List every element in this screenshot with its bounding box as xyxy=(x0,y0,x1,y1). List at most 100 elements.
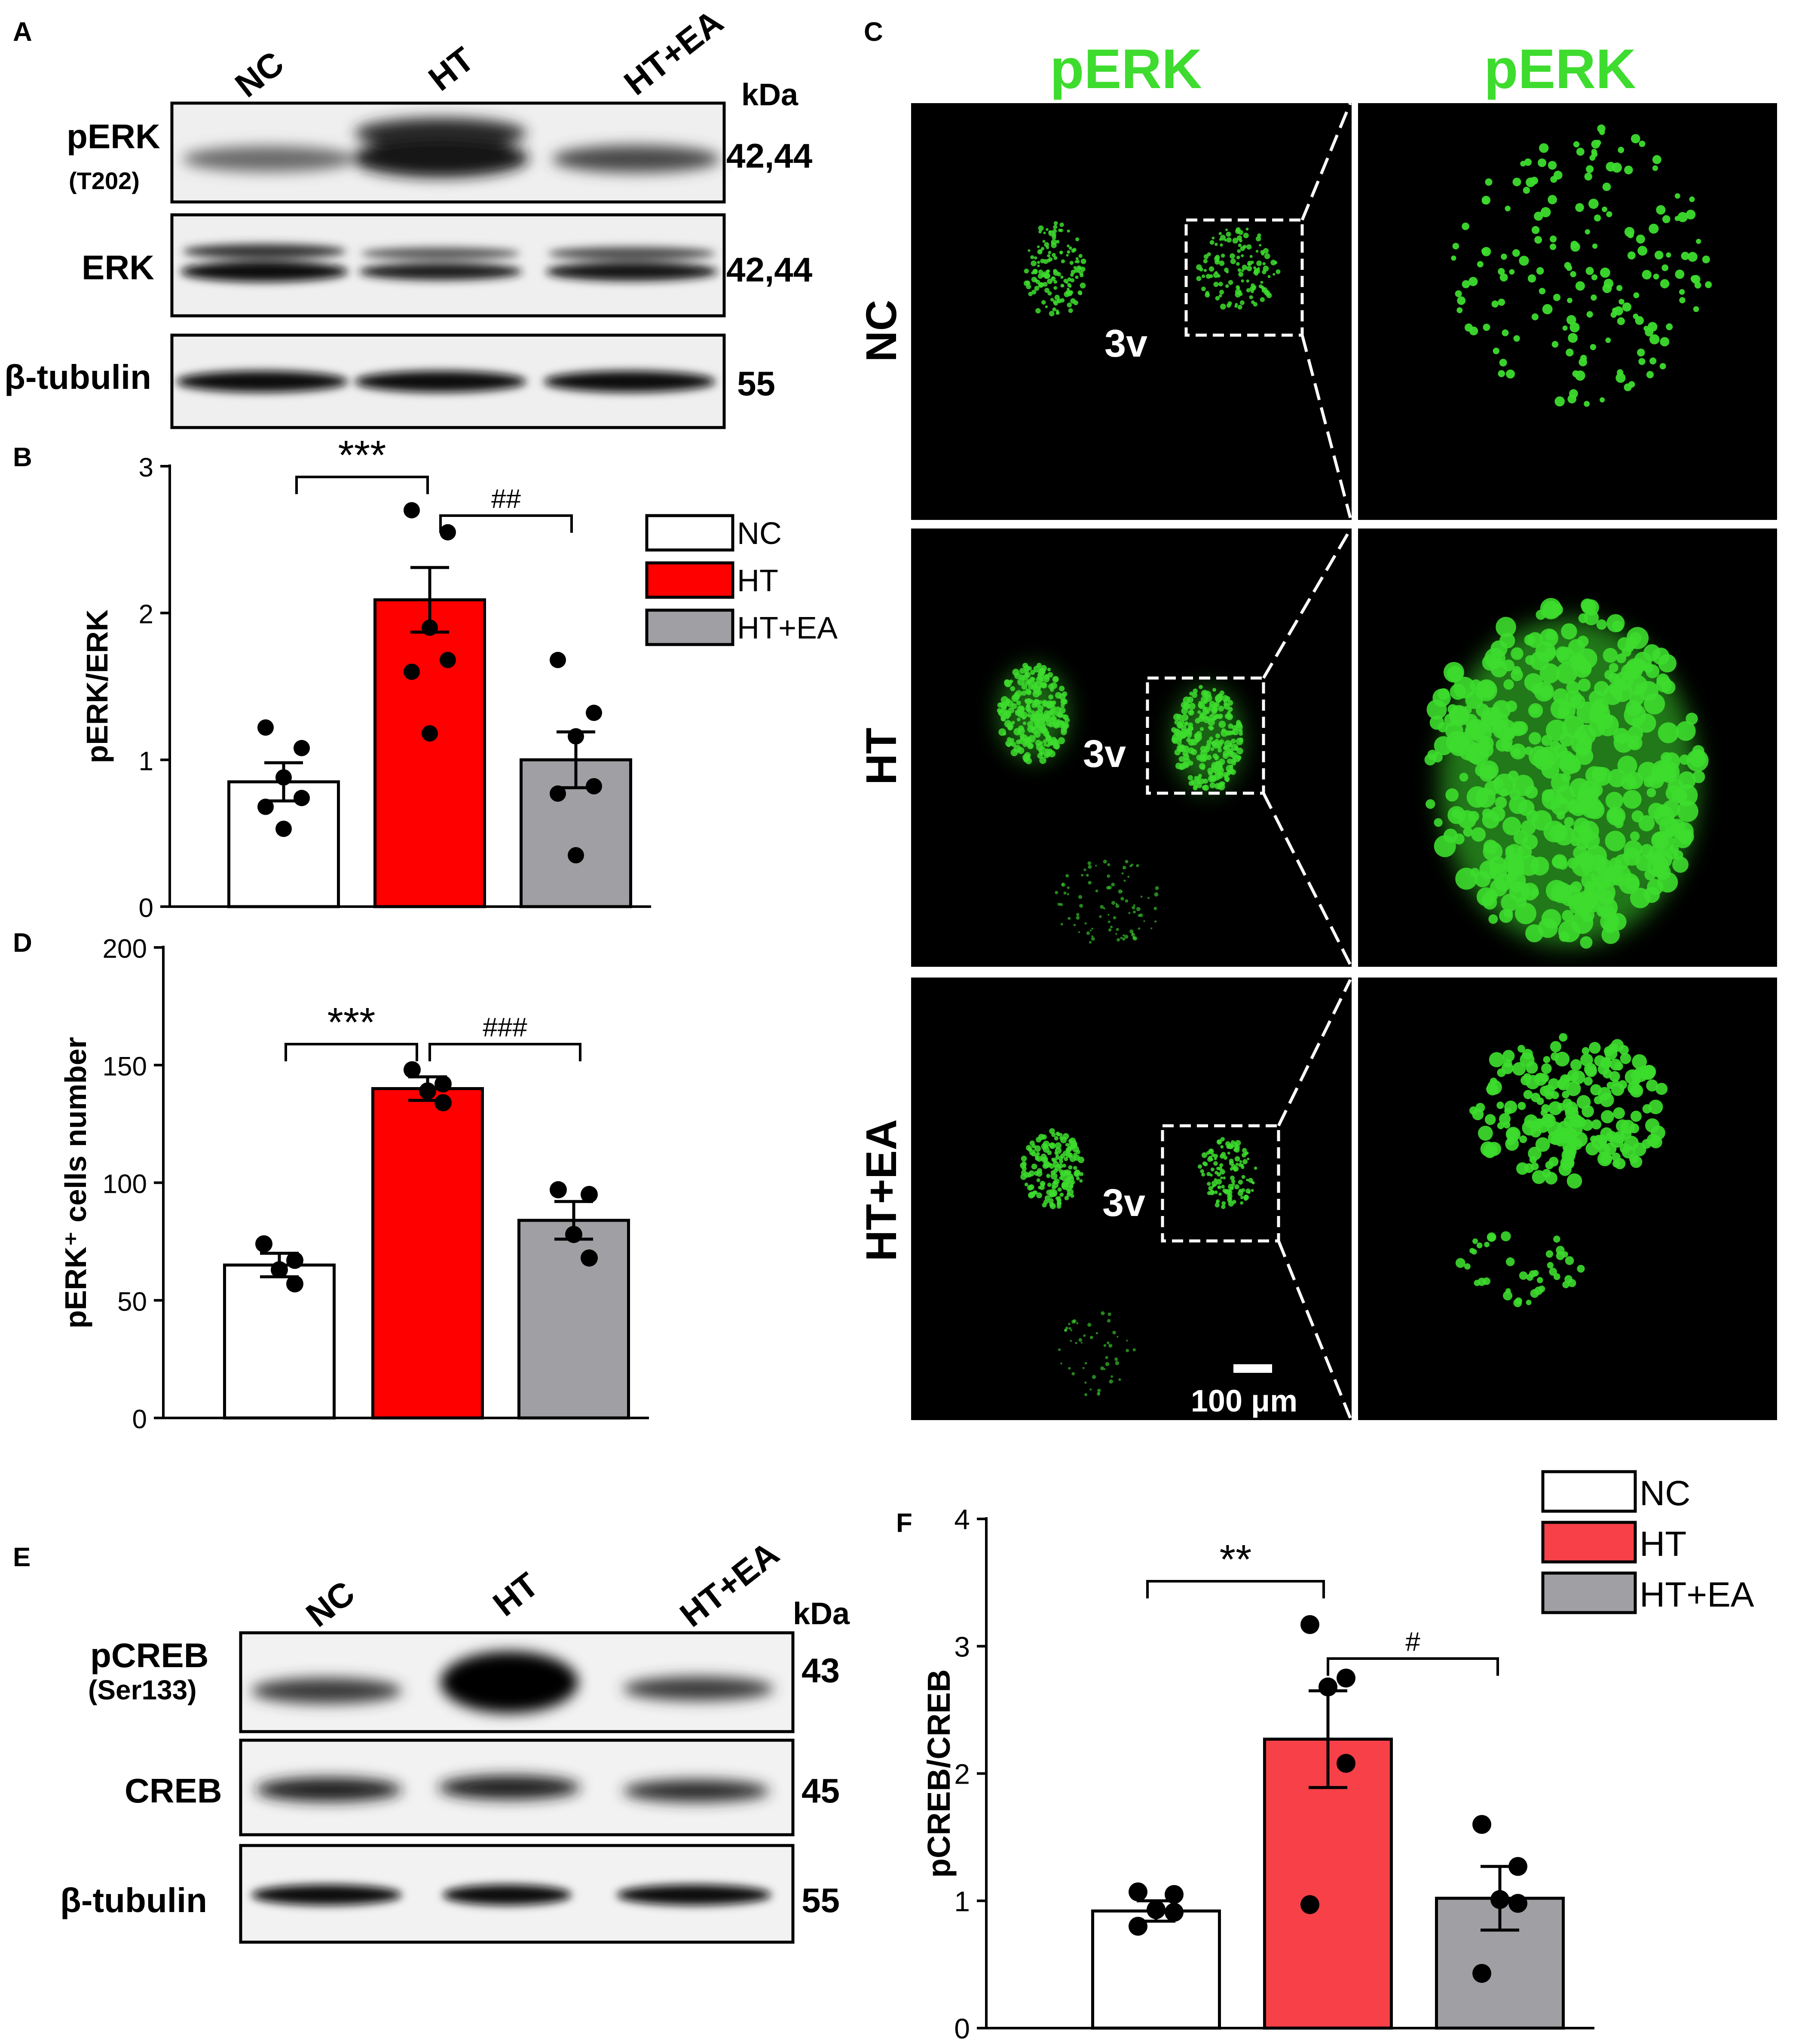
fluor-spot xyxy=(1611,684,1621,694)
fluor-spot xyxy=(1580,936,1593,949)
fluor-spot xyxy=(1630,1110,1642,1122)
fluor-spot xyxy=(1536,267,1544,275)
fluor-spot xyxy=(1584,400,1590,407)
y-tick-label: 2 xyxy=(139,600,153,629)
fluor-spot xyxy=(1503,1291,1513,1301)
fluor-spot xyxy=(1643,886,1660,903)
fluor-spot xyxy=(1042,1202,1047,1207)
fluor-spot xyxy=(1097,1388,1101,1393)
fluor-spot xyxy=(1469,1106,1478,1115)
fluor-spot xyxy=(1241,279,1244,283)
y-tick-label: 1 xyxy=(139,746,153,776)
fluor-spot xyxy=(1569,1114,1583,1128)
fluor-spot xyxy=(1512,774,1534,796)
fluor-spot xyxy=(1103,907,1105,910)
y-tick-label: 3 xyxy=(954,1631,970,1662)
fluor-spot xyxy=(1506,369,1515,379)
fluor-spot xyxy=(1462,280,1470,288)
fluor-spot xyxy=(1259,244,1262,247)
fluor-spot xyxy=(1138,927,1141,930)
fluor-spot xyxy=(1471,827,1486,842)
blot-sublabel-perk: (T202) xyxy=(69,167,140,194)
fluor-spot xyxy=(1078,895,1083,899)
y-axis-label: pERK⁺ cells number xyxy=(59,1037,92,1329)
connector-ht-bottom xyxy=(1262,792,1352,965)
fluor-spot xyxy=(1621,1128,1632,1140)
fluor-spot xyxy=(1036,1137,1042,1143)
fluor-spot xyxy=(1126,1349,1129,1352)
htea-zoom-lower xyxy=(1455,1231,1585,1308)
fluor-spot xyxy=(1656,205,1666,215)
y-tick-label: 0 xyxy=(139,893,153,923)
fluor-spot xyxy=(1058,229,1062,232)
band-nc xyxy=(183,146,355,172)
fluor-spot xyxy=(1635,316,1644,325)
fluor-spot xyxy=(1228,723,1233,729)
fluor-spot xyxy=(1227,301,1232,306)
fluor-spot xyxy=(1262,262,1266,266)
fluor-spot xyxy=(1125,899,1129,903)
fluor-spot xyxy=(1216,693,1223,700)
fluor-spot xyxy=(1042,1158,1046,1163)
fluor-spot xyxy=(1052,676,1059,683)
fluor-spot xyxy=(1580,354,1587,362)
fluor-spot xyxy=(1242,1148,1247,1153)
fluor-spot xyxy=(1079,1172,1084,1176)
fluor-spot xyxy=(1051,705,1056,710)
fluor-spot xyxy=(1616,653,1626,663)
fluor-spot xyxy=(1513,335,1520,342)
nc-zoom-spots xyxy=(1451,124,1712,407)
fluor-spot xyxy=(1538,158,1547,167)
legend-swatch-htea xyxy=(645,608,734,646)
fluor-spot xyxy=(1502,816,1521,836)
fluor-spot xyxy=(1140,895,1143,898)
band-ht-lower xyxy=(359,263,522,280)
fluor-spot xyxy=(1600,397,1605,403)
fluor-spot xyxy=(1434,736,1453,755)
fluor-spot xyxy=(1178,719,1185,726)
fluor-spot xyxy=(1207,1182,1211,1186)
fluor-spot xyxy=(1051,276,1054,279)
fluor-spot xyxy=(1021,1155,1027,1162)
fluor-spot xyxy=(1048,741,1053,746)
fluor-spot xyxy=(1541,761,1560,779)
fluor-spot xyxy=(1476,1242,1483,1249)
fluor-spot xyxy=(1545,1161,1554,1170)
fluor-spot xyxy=(1044,242,1049,247)
panel-c: C pERK pERK NC HT HT+EA xyxy=(857,17,1777,1420)
panel-letter-f: F xyxy=(896,1508,912,1538)
fluor-spot xyxy=(1091,927,1093,930)
fluor-spot xyxy=(1047,1182,1052,1187)
chart-f: 0 1 2 3 4 pCREB/CREB ** # NC HT HT+EA xyxy=(921,1470,1754,2044)
fluor-spot xyxy=(1463,706,1472,715)
fluor-spot xyxy=(1674,850,1683,860)
kda-erk: 42,44 xyxy=(726,251,813,289)
fluor-spot xyxy=(1534,236,1542,244)
kda-perk: 42,44 xyxy=(726,137,813,175)
fluor-spot xyxy=(1664,825,1677,838)
fluor-spot xyxy=(1218,783,1222,788)
data-point xyxy=(568,847,584,864)
fluor-spot xyxy=(1625,876,1640,891)
fluor-spot xyxy=(1584,881,1596,892)
fluor-spot xyxy=(1475,871,1491,888)
fluor-spot xyxy=(1694,281,1701,289)
fluor-spot xyxy=(1047,749,1053,755)
fluor-spot xyxy=(1231,761,1236,766)
fluor-spot xyxy=(1131,933,1135,937)
fluor-spot xyxy=(1255,250,1259,253)
fluor-spot xyxy=(1469,327,1478,336)
fluor-spot xyxy=(1548,1101,1563,1115)
fluor-spot xyxy=(1070,1329,1072,1332)
fluor-spot xyxy=(1686,210,1696,220)
fluor-spot xyxy=(1519,256,1529,266)
fluor-spot xyxy=(1666,323,1673,330)
fluor-spot xyxy=(1649,357,1657,365)
fluor-spot xyxy=(1113,916,1117,920)
fluor-spot xyxy=(1123,879,1126,882)
fluor-spot xyxy=(1068,917,1071,920)
fluor-spot xyxy=(1660,279,1670,289)
fluor-spot xyxy=(1247,260,1252,266)
fluorescence-signal xyxy=(997,124,1712,1396)
fluor-spot xyxy=(1205,274,1211,279)
